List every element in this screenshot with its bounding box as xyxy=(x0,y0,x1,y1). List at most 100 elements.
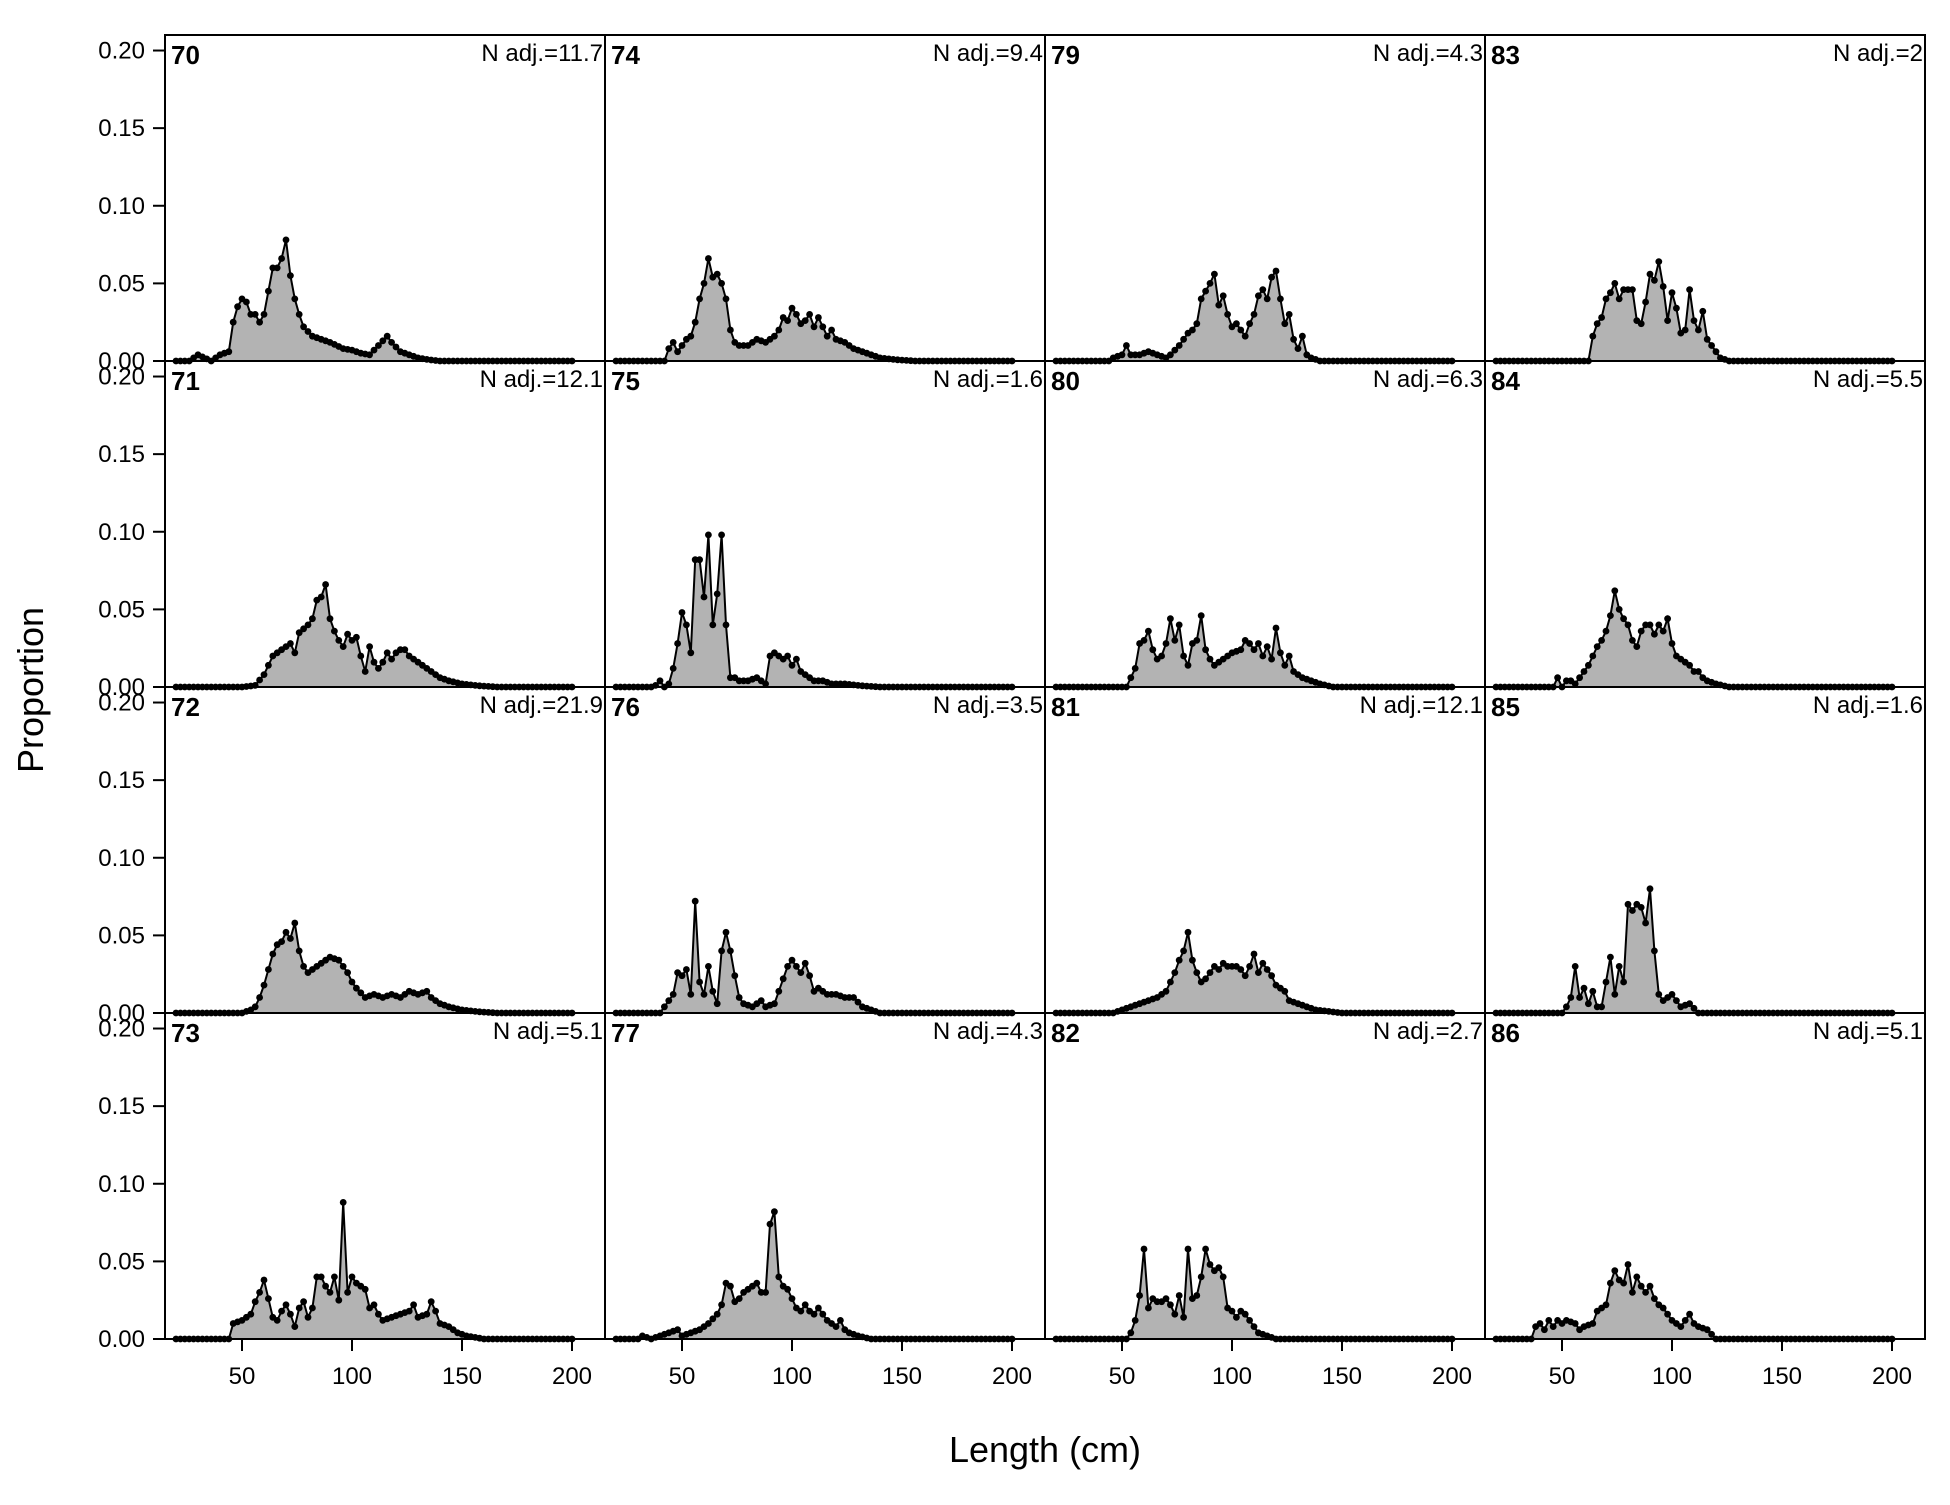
panel-85-series-line xyxy=(1496,888,1892,1014)
panel-85-point xyxy=(1607,953,1614,961)
panel-72-point xyxy=(256,994,263,1001)
panel-82-point xyxy=(1175,1292,1183,1299)
panel-79-point xyxy=(1290,335,1297,343)
panel-83-point xyxy=(1673,304,1680,312)
panel-77-point xyxy=(762,1289,769,1296)
panel-73-label: 73 xyxy=(171,1018,200,1048)
panel-70-point xyxy=(388,339,395,346)
panel-80-label: 80 xyxy=(1051,366,1080,396)
panel-86-point xyxy=(1620,1279,1627,1287)
panel-77-point xyxy=(788,1295,796,1302)
panel-72-point xyxy=(282,928,290,936)
panel-79-point xyxy=(1118,351,1126,359)
panel-79-point xyxy=(1167,351,1174,359)
panel-85-point xyxy=(1598,1003,1605,1011)
panel-73-point xyxy=(348,1273,356,1281)
panel-79-point xyxy=(1175,342,1183,349)
panel-71-point xyxy=(379,658,387,666)
panel-86-point xyxy=(1624,1261,1632,1268)
panel-85-n-adj: N adj.=1.6 xyxy=(1813,692,1923,719)
panel-83-point xyxy=(1589,332,1597,340)
panel-86-point xyxy=(1607,1279,1614,1287)
panel-73-point xyxy=(309,1304,316,1312)
panel-83-point xyxy=(1642,298,1649,306)
panel-71-point xyxy=(366,643,373,650)
panel-84-point xyxy=(1664,615,1671,623)
panel-86-frame xyxy=(1484,1012,1926,1340)
panel-83-point xyxy=(1659,283,1667,290)
panel-77-point xyxy=(735,1295,743,1302)
panel-81-point xyxy=(1241,972,1249,980)
panel-76-point xyxy=(779,975,787,983)
panel-85-point xyxy=(1637,904,1645,911)
panel-83-point xyxy=(1598,314,1605,321)
panel-79-point xyxy=(1259,286,1267,293)
panel-83-point xyxy=(1651,276,1658,284)
y-tick-label: 0.00 xyxy=(98,1000,145,1027)
panel-84-point xyxy=(1651,630,1658,638)
panel-70-point xyxy=(243,298,250,306)
panel-72-point xyxy=(287,935,294,942)
panel-74-point xyxy=(669,339,677,346)
panel-85-point xyxy=(1673,997,1680,1004)
panel-86-point xyxy=(1589,1320,1597,1327)
panel-85-point xyxy=(1571,963,1579,970)
panel-76-point xyxy=(797,969,805,976)
panel-79-point xyxy=(1241,332,1249,340)
panel-82-point xyxy=(1219,1273,1227,1281)
panel-71-point xyxy=(265,661,272,669)
panel-72: 72 N adj.=21.9 0.00 0.05 0.10 0.15 0.20 xyxy=(98,686,606,1027)
panel-73-point xyxy=(265,1295,272,1302)
panel-80-point xyxy=(1263,643,1271,650)
panel-81-point xyxy=(1162,987,1170,995)
x-tick-label: 200 xyxy=(992,1363,1032,1390)
panel-82-frame xyxy=(1044,1012,1486,1340)
panel-81-point xyxy=(1281,987,1289,995)
panel-71-point xyxy=(344,630,351,638)
panel-77-point xyxy=(837,1317,844,1324)
panel-71-point xyxy=(326,615,334,623)
panel-72-label: 72 xyxy=(171,692,200,722)
panel-76-point xyxy=(718,947,725,955)
panel-79-point xyxy=(1277,295,1284,303)
panel-82-point xyxy=(1197,1273,1205,1281)
panel-84-point xyxy=(1659,627,1667,635)
panel-70-frame xyxy=(164,34,606,362)
panel-70-point xyxy=(291,295,299,303)
panel-73-point xyxy=(247,1310,255,1318)
panel-84-n-adj: N adj.=5.5 xyxy=(1813,366,1923,393)
panel-71-point xyxy=(317,593,325,601)
panel-75-point xyxy=(678,609,686,616)
panel-86-point xyxy=(1545,1317,1553,1324)
x-tick-label: 200 xyxy=(552,1363,592,1390)
panel-83-point xyxy=(1703,335,1711,343)
x-tick-label: 50 xyxy=(1549,1363,1576,1390)
panel-75-point xyxy=(687,649,695,657)
panel-85-point xyxy=(1585,1000,1592,1008)
panel-81-label: 81 xyxy=(1051,692,1080,722)
panel-74-point xyxy=(687,332,695,340)
panel-86-point xyxy=(1664,1310,1671,1318)
panel-80-point xyxy=(1149,646,1157,654)
panel-70-point xyxy=(256,318,263,326)
panel-71-point xyxy=(291,649,299,657)
panel-81-point xyxy=(1184,928,1192,936)
panel-82-point xyxy=(1202,1245,1209,1253)
panel-80-point xyxy=(1272,624,1280,632)
panel-79-point xyxy=(1255,292,1262,300)
panel-81-point xyxy=(1193,969,1201,976)
panel-71-n-adj: N adj.=12.1 xyxy=(480,366,603,393)
y-tick-label: 0.15 xyxy=(98,115,145,142)
panel-80-frame xyxy=(1044,360,1486,688)
panel-76-point xyxy=(784,963,791,970)
panel-71-point xyxy=(357,652,365,660)
panel-77-point xyxy=(815,1304,822,1312)
panel-83-point xyxy=(1708,342,1715,349)
panel-76-point xyxy=(722,928,730,936)
panel-80-point xyxy=(1246,640,1253,647)
panel-80-point xyxy=(1250,646,1258,654)
panel-74-point xyxy=(784,317,791,324)
x-tick-label: 100 xyxy=(1212,1363,1252,1390)
panel-75-point xyxy=(718,531,725,539)
panel-79-point xyxy=(1233,320,1240,328)
